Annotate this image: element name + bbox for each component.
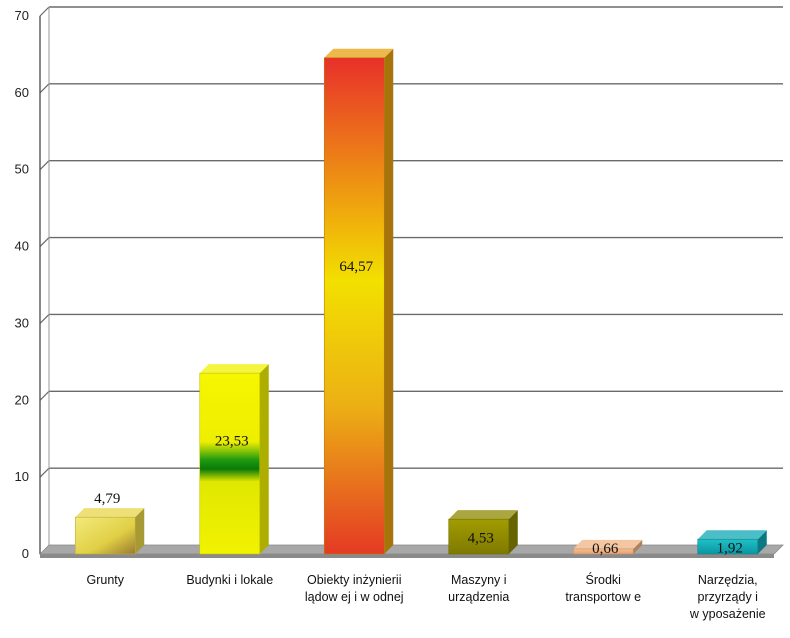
category-label: Obiekty inżynierii <box>307 573 401 587</box>
y-tick-label: 30 <box>15 315 29 330</box>
bar-side <box>757 530 767 554</box>
bar-4 <box>572 539 643 555</box>
gridline-diag <box>39 6 50 17</box>
category-labels: Grunty Budynki i lokale Obiekty inżynierii… <box>86 572 765 621</box>
category-label: przyrządy i <box>698 590 758 604</box>
bar-5 <box>697 530 767 555</box>
gridlines <box>39 6 783 478</box>
floor-front <box>40 554 774 558</box>
bar-front <box>199 372 261 555</box>
y-tick-label: 0 <box>22 546 29 561</box>
category-label: lądow ej i w odnej <box>305 590 404 604</box>
gridline-diag <box>39 314 50 324</box>
category-label: Środki <box>586 572 621 587</box>
category-label: urządzenia <box>448 590 509 604</box>
y-tick-label: 70 <box>15 8 29 23</box>
bar-2 <box>323 48 394 555</box>
gridline-diag <box>39 237 50 247</box>
bar-front <box>448 518 510 555</box>
y-axis: 0 10 20 30 40 50 60 70 <box>15 7 50 561</box>
y-tick-label: 20 <box>15 392 29 407</box>
gridline-diag <box>39 160 50 171</box>
gridline-diag <box>39 390 50 401</box>
category-label: w yposażenie <box>689 607 766 621</box>
category-label: Budynki i lokale <box>186 573 273 587</box>
value-label: 23,53 <box>215 433 249 449</box>
category-label: Narzędzia, <box>698 573 758 587</box>
category-label: Maszyny i <box>451 573 507 587</box>
chart-floor <box>39 544 784 558</box>
bar-3 <box>448 510 518 555</box>
y-tick-label: 50 <box>15 162 29 177</box>
value-label: 4,53 <box>468 531 494 547</box>
bar-side <box>384 48 394 554</box>
bar-top <box>75 508 145 518</box>
bar-side <box>508 510 518 554</box>
bar-side <box>259 364 269 554</box>
bar-side <box>135 508 145 554</box>
bar-front <box>572 548 634 555</box>
bar-side <box>633 539 643 554</box>
gridline-diag <box>39 467 50 478</box>
value-label: 4,79 <box>94 491 120 507</box>
bars: 4,79 23,53 64,57 4,53 0,66 1,92 <box>74 48 767 557</box>
bar-front <box>74 516 136 555</box>
bar-1 <box>199 364 269 555</box>
bar-0 <box>74 508 145 555</box>
value-label: 1,92 <box>717 541 743 557</box>
bar-top <box>697 530 767 540</box>
category-label: Grunty <box>86 573 124 587</box>
value-label: 64,57 <box>339 259 373 275</box>
y-tick-label: 10 <box>15 469 29 484</box>
bar-top <box>199 364 269 374</box>
gridline-diag <box>39 83 50 94</box>
y-tick-label: 40 <box>15 239 29 254</box>
bar-front <box>697 538 759 555</box>
category-label: transportow e <box>565 590 641 604</box>
value-label: 0,66 <box>592 541 619 557</box>
y-tick-label: 60 <box>15 85 29 100</box>
bar-top <box>573 539 643 549</box>
bar-top <box>448 510 518 520</box>
bar-top <box>324 48 394 58</box>
bar-front <box>323 57 385 555</box>
floor-top <box>39 544 784 555</box>
